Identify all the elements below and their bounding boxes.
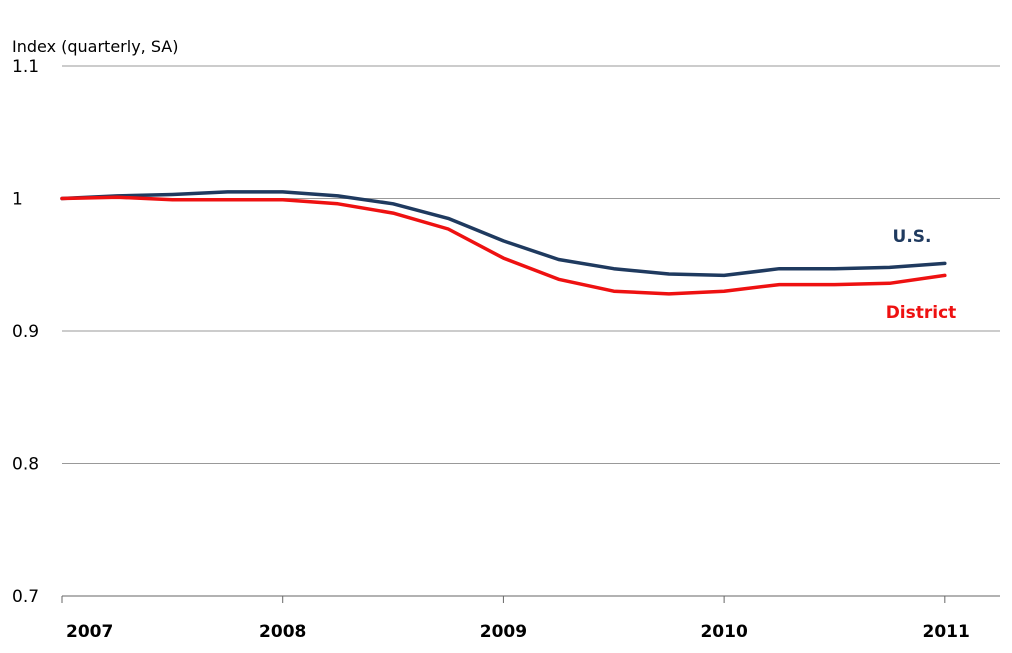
x-tick-label-2007: 2007: [66, 622, 113, 642]
x-axis: 2007 2008 2009 2010 2011: [61, 595, 1000, 642]
x-tick-label-2008: 2008: [259, 622, 306, 642]
x-tick-label-2010: 2010: [700, 622, 747, 642]
y-axis-label: Index (quarterly, SA): [12, 37, 178, 56]
y-tick-label-0.8: 0.8: [12, 455, 39, 475]
y-tick-labels: 0.7 0.8 0.9 1 1.1: [12, 57, 39, 607]
y-tick-label-1: 1: [12, 190, 23, 210]
y-tick-label-1.1: 1.1: [12, 57, 39, 77]
series-line-district: [60, 195, 947, 296]
y-tick-label-0.7: 0.7: [12, 587, 39, 607]
x-tick-label-2009: 2009: [480, 622, 527, 642]
series-lines: [60, 190, 947, 296]
series-labels: U.S. District: [886, 227, 957, 323]
series-line-us: [60, 190, 947, 278]
series-label-us: U.S.: [893, 227, 932, 247]
x-tick-label-2011: 2011: [922, 622, 969, 642]
series-label-district: District: [886, 303, 957, 323]
gridlines: [62, 65, 1000, 464]
y-tick-label-0.9: 0.9: [12, 322, 39, 342]
